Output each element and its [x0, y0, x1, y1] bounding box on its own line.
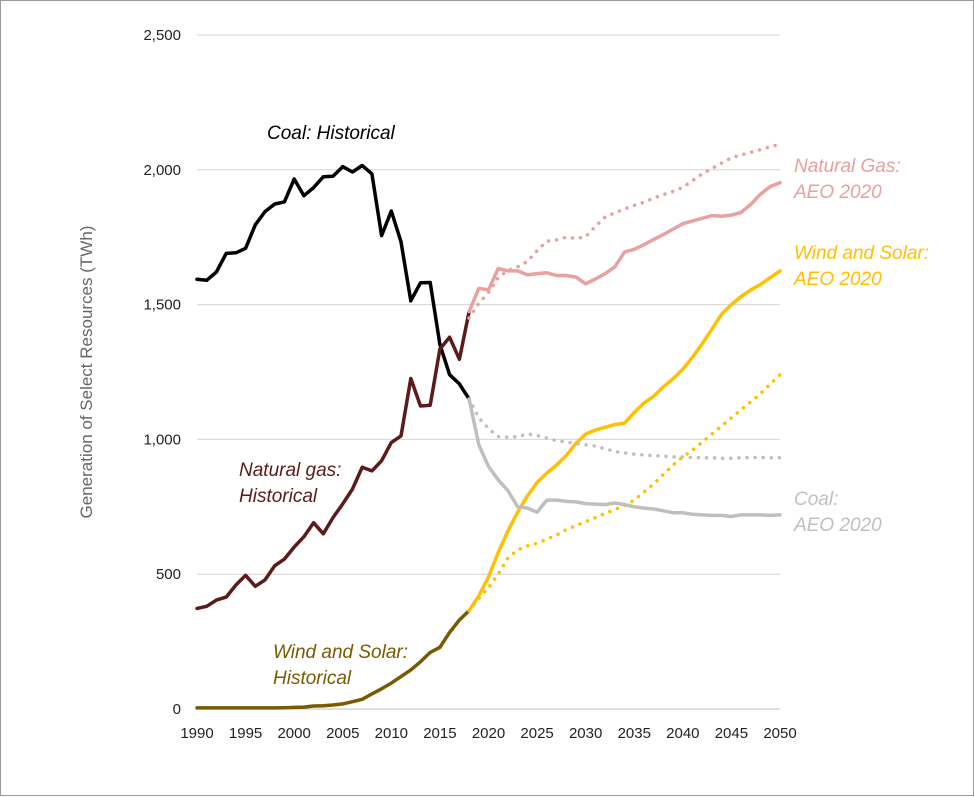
annotation-ws-aeo: Wind and Solar: — [794, 243, 929, 264]
x-tick-label: 2000 — [277, 725, 310, 742]
annotation-ws-aeo: AEO 2020 — [793, 269, 882, 290]
series-line-ws-hist — [195, 608, 471, 710]
x-tick-label: 2015 — [423, 725, 456, 742]
series-line-gas-hist — [195, 309, 471, 611]
series-line-coal-aeo — [467, 397, 782, 519]
x-tick-label: 2035 — [618, 725, 651, 742]
y-tick-label: 0 — [173, 701, 181, 718]
y-tick-label: 2,000 — [143, 162, 181, 179]
series-line-coal-hist — [195, 163, 471, 401]
x-tick-label: 2020 — [472, 725, 505, 742]
x-tick-label: 2050 — [763, 725, 796, 742]
series-line-coal-aeo-alt — [467, 397, 782, 461]
annotation-gas-aeo: AEO 2020 — [793, 182, 882, 203]
y-tick-label: 500 — [156, 566, 181, 583]
y-tick-label: 1,000 — [143, 431, 181, 448]
axes: 0 500 1,000 1,500 2,000 2,500 1990 1995 2000 2005… — [143, 27, 796, 742]
gridlines — [197, 34, 780, 575]
annotation-ws-hist: Historical — [273, 668, 352, 689]
annotation-coal-aeo: Coal: — [794, 489, 838, 510]
annotation-gas-aeo: Natural Gas: — [794, 156, 901, 177]
series-line-ws-aeo — [467, 269, 782, 613]
x-tick-label: 2045 — [715, 725, 748, 742]
x-tick-label: 2030 — [569, 725, 602, 742]
series-lines — [195, 142, 782, 710]
annotations: Coal: Historical Natural gas: Historical Wi… — [239, 123, 929, 689]
y-tick-label: 1,500 — [143, 297, 181, 314]
annotation-ws-hist: Wind and Solar: — [273, 642, 408, 663]
x-tick-label: 2025 — [520, 725, 553, 742]
series-line-ws-aeo-alt — [467, 372, 782, 613]
annotation-coal-aeo: AEO 2020 — [793, 515, 882, 536]
series-line-gas-aeo-alt — [467, 142, 782, 320]
annotation-gas-hist: Natural gas: — [239, 460, 341, 481]
annotation-gas-hist: Historical — [239, 486, 318, 507]
annotation-coal-hist: Coal: Historical — [267, 123, 396, 144]
x-tick-label: 2010 — [375, 725, 408, 742]
y-axis-label: Generation of Select Resources (TWh) — [77, 226, 96, 519]
x-tick-label: 1995 — [229, 725, 262, 742]
x-tick-label: 2040 — [666, 725, 699, 742]
x-tick-label: 1990 — [180, 725, 213, 742]
series-line-gas-aeo — [467, 180, 782, 314]
x-tick-label: 2005 — [326, 725, 359, 742]
y-tick-label: 2,500 — [143, 27, 181, 44]
